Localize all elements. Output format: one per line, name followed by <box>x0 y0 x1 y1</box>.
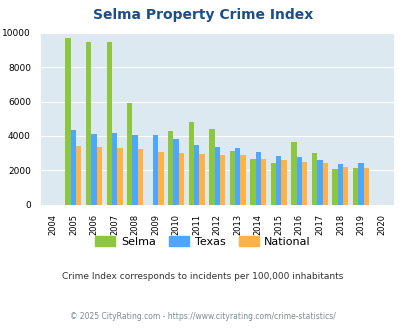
Bar <box>322 163 327 205</box>
Bar <box>332 169 337 205</box>
Bar <box>311 153 316 205</box>
Bar <box>275 156 281 205</box>
Bar <box>153 135 158 205</box>
Bar <box>132 135 137 205</box>
Text: Selma Property Crime Index: Selma Property Crime Index <box>93 8 312 22</box>
Bar <box>194 145 199 205</box>
Bar <box>270 163 275 205</box>
Bar <box>220 155 225 205</box>
Legend: Selma, Texas, National: Selma, Texas, National <box>91 232 314 251</box>
Bar <box>301 162 307 205</box>
Bar <box>249 159 255 205</box>
Bar <box>158 152 163 205</box>
Bar <box>363 168 368 205</box>
Bar <box>240 155 245 205</box>
Bar <box>337 164 342 205</box>
Bar <box>281 160 286 205</box>
Bar <box>291 142 296 205</box>
Bar <box>76 146 81 205</box>
Bar <box>316 160 322 205</box>
Bar <box>214 147 220 205</box>
Bar <box>117 148 122 205</box>
Bar <box>234 148 240 205</box>
Bar <box>65 38 70 205</box>
Bar <box>342 167 347 205</box>
Bar <box>357 163 363 205</box>
Bar <box>229 151 234 205</box>
Bar <box>106 43 112 205</box>
Bar <box>86 43 91 205</box>
Bar <box>296 156 301 205</box>
Bar <box>199 154 204 205</box>
Text: © 2025 CityRating.com - https://www.cityrating.com/crime-statistics/: © 2025 CityRating.com - https://www.city… <box>70 312 335 321</box>
Bar <box>188 122 194 205</box>
Bar <box>255 152 260 205</box>
Bar <box>352 168 357 205</box>
Bar <box>112 133 117 205</box>
Bar <box>137 149 143 205</box>
Bar <box>70 130 76 205</box>
Bar <box>91 134 96 205</box>
Bar <box>127 103 132 205</box>
Bar <box>173 139 178 205</box>
Bar <box>178 153 184 205</box>
Text: Crime Index corresponds to incidents per 100,000 inhabitants: Crime Index corresponds to incidents per… <box>62 272 343 281</box>
Bar <box>168 131 173 205</box>
Bar <box>209 129 214 205</box>
Bar <box>96 147 102 205</box>
Bar <box>260 159 266 205</box>
